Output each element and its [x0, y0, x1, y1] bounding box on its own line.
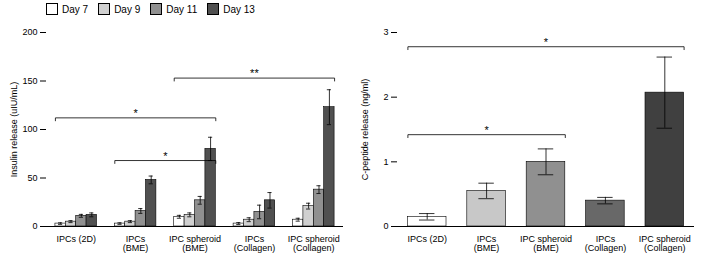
svg-text:0: 0 [383, 221, 388, 231]
html-text:Day 9: Day 9 [114, 3, 141, 15]
svg-text:IPCs(Collagen): IPCs(Collagen) [585, 234, 627, 253]
svg-text:IPCs(BME): IPCs(BME) [123, 234, 149, 253]
svg-text:IPCs(BME): IPCs(BME) [474, 234, 500, 253]
svg-text:IPCs(Collagen): IPCs(Collagen) [234, 234, 276, 253]
html-text:Day 7: Day 7 [62, 3, 89, 15]
svg-text:*: * [163, 150, 168, 162]
svg-text:150: 150 [22, 76, 37, 86]
svg-text:50: 50 [27, 173, 37, 183]
svg-text:1: 1 [383, 157, 388, 167]
svg-text:Insulin release (uIU/mL): Insulin release (uIU/mL) [9, 82, 19, 178]
svg-text:IPC spheroid(BME): IPC spheroid(BME) [520, 234, 572, 253]
svg-text:200: 200 [22, 27, 37, 37]
html-text:Day 13: Day 13 [223, 3, 255, 15]
svg-text:*: * [484, 124, 489, 136]
svg-text:*: * [544, 36, 549, 48]
svg-text:3: 3 [383, 27, 388, 37]
svg-text:IPCs (2D): IPCs (2D) [407, 234, 447, 244]
svg-text:0: 0 [32, 221, 37, 231]
svg-text:C-peptide release (ng/ml): C-peptide release (ng/ml) [360, 79, 370, 181]
svg-text:IPC spheroid(Collagen): IPC spheroid(Collagen) [639, 234, 691, 253]
svg-text:*: * [133, 107, 138, 119]
svg-text:IPCs (2D): IPCs (2D) [56, 234, 96, 244]
svg-text:IPC spheroid(Collagen): IPC spheroid(Collagen) [288, 234, 340, 253]
svg-text:2: 2 [383, 92, 388, 102]
html-text:Day 11: Day 11 [166, 3, 198, 15]
svg-text:IPC spheroid(BME): IPC spheroid(BME) [169, 234, 221, 253]
svg-text:**: ** [250, 67, 259, 79]
svg-text:100: 100 [22, 124, 37, 134]
